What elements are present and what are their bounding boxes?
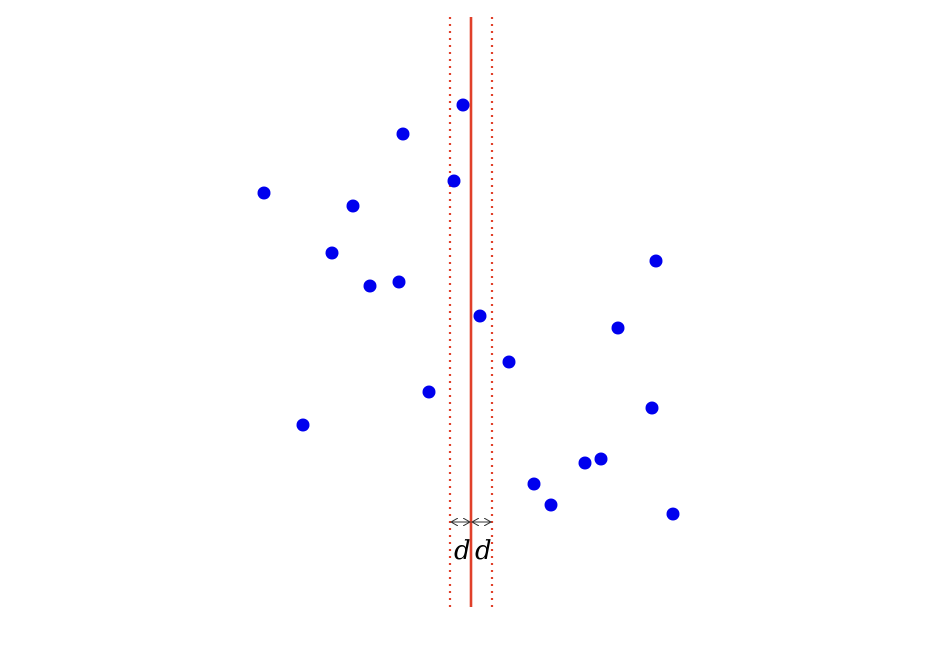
point	[578, 456, 592, 470]
point	[544, 498, 558, 512]
point	[527, 477, 541, 491]
point	[666, 507, 680, 521]
point	[363, 279, 377, 293]
point	[346, 199, 360, 213]
points-group	[257, 98, 680, 521]
point	[594, 452, 608, 466]
point	[502, 355, 516, 369]
point	[649, 254, 663, 268]
right-distance-label: d	[475, 536, 492, 566]
left-distance-label: d	[454, 536, 471, 566]
point	[392, 275, 406, 289]
point	[456, 98, 470, 112]
point	[296, 418, 310, 432]
point	[396, 127, 410, 141]
point	[422, 385, 436, 399]
point	[473, 309, 487, 323]
point	[447, 174, 461, 188]
point	[611, 321, 625, 335]
point	[257, 186, 271, 200]
point	[645, 401, 659, 415]
point	[325, 246, 339, 260]
